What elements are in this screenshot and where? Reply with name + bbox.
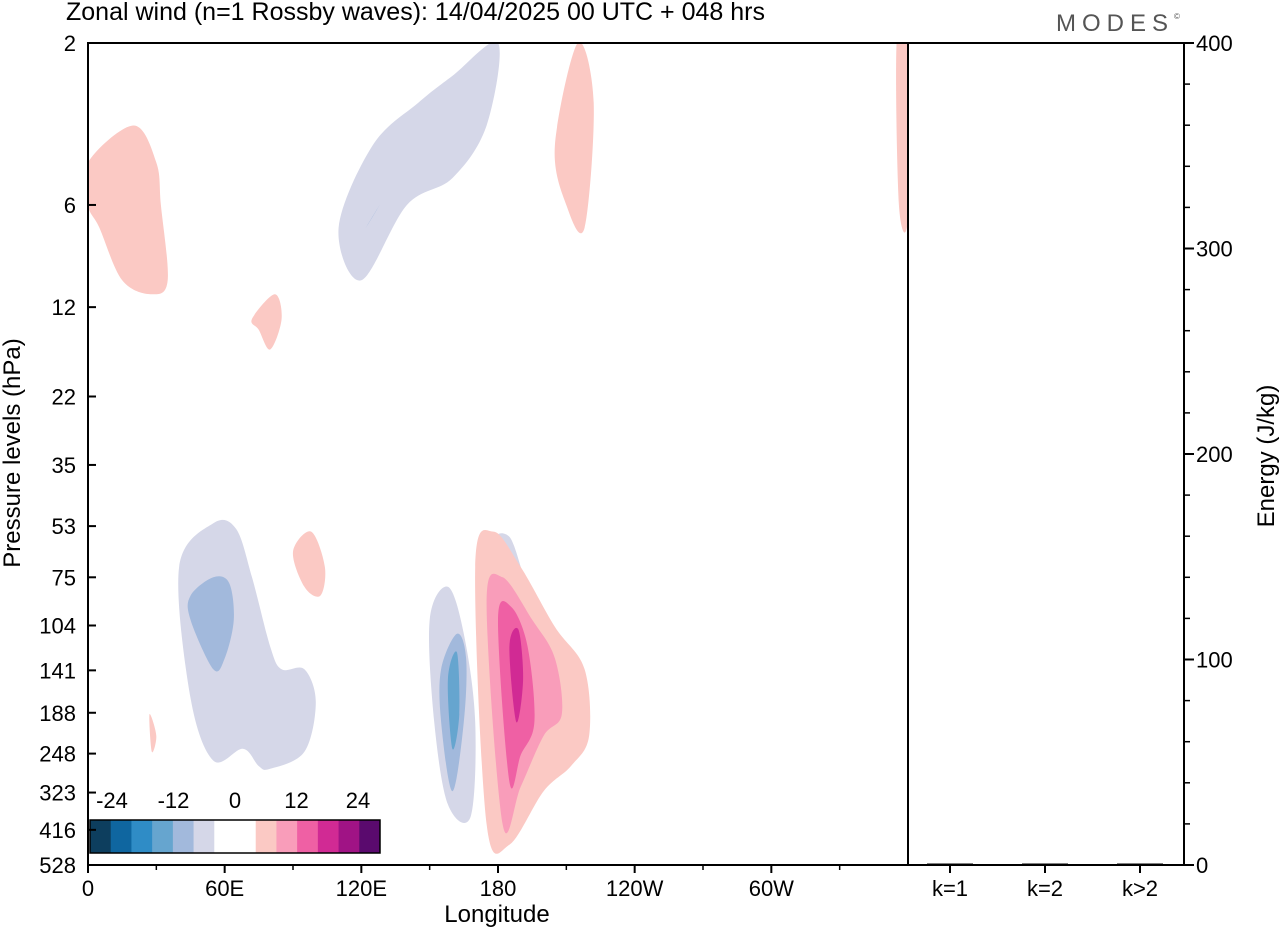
pressure-tick-label: 2 — [64, 31, 76, 56]
contour-region-pos1 — [896, 43, 908, 233]
contour-region-neg3 — [447, 651, 460, 750]
contour-region-pos1 — [88, 125, 168, 295]
contour-region-pos1 — [554, 43, 594, 234]
energy-tick-label: 200 — [1196, 442, 1233, 467]
colorbar-frame — [89, 819, 381, 854]
energy-tick-label: 0 — [1196, 853, 1208, 878]
longitude-tick-label: 60E — [205, 876, 244, 901]
contour-region-pos1 — [149, 714, 157, 753]
longitude-tick-label: 180 — [480, 876, 517, 901]
contour-region-pos4 — [509, 627, 524, 723]
category-label: k>2 — [1122, 876, 1158, 901]
contour-region-pos1 — [292, 531, 326, 597]
modes-logo: MODES© — [1056, 10, 1180, 38]
colorbar: -24 -12 0 12 24 — [88, 784, 384, 862]
pressure-tick-label: 53 — [52, 514, 76, 539]
pressure-tick-label: 323 — [39, 781, 76, 806]
energy-axis-title: Energy (J/kg) — [1253, 385, 1280, 528]
colorbar-swatch — [359, 820, 381, 853]
energy-tick-label: 400 — [1196, 31, 1233, 56]
colorbar-swatch — [110, 820, 132, 853]
colorbar-label: 12 — [284, 788, 308, 813]
pressure-tick-label: 6 — [64, 193, 76, 218]
colorbar-swatch — [297, 820, 319, 853]
pressure-tick-label: 22 — [52, 384, 76, 409]
pressure-tick-label: 528 — [39, 853, 76, 878]
pressure-tick-label: 35 — [52, 453, 76, 478]
colorbar-swatch — [172, 820, 195, 853]
colorbar-label: 0 — [229, 788, 241, 813]
y-axis-title: Pressure levels (hPa) — [0, 338, 26, 567]
longitude-tick-label: 0 — [82, 876, 94, 901]
colorbar-swatch — [193, 820, 215, 853]
pressure-tick-label: 416 — [39, 818, 76, 843]
contour-fill-layer — [88, 43, 908, 854]
colorbar-swatch — [90, 820, 112, 853]
category-label: k=1 — [932, 876, 968, 901]
colorbar-swatch — [214, 820, 236, 853]
chart-title: Zonal wind (n=1 Rossby waves): 14/04/202… — [66, 0, 765, 26]
colorbar-label: -24 — [96, 788, 128, 813]
colorbar-swatch — [131, 820, 153, 853]
longitude-tick-label: 60W — [749, 876, 794, 901]
x-axis-title: Longitude — [444, 901, 549, 928]
colorbar-swatch — [338, 820, 360, 853]
logo-text: MODES — [1056, 10, 1175, 37]
category-label: k=2 — [1027, 876, 1063, 901]
pressure-tick-label: 12 — [52, 295, 76, 320]
pressure-tick-label: 141 — [39, 658, 76, 683]
contour-region-neg2 — [187, 576, 234, 672]
longitude-tick-label: 120W — [606, 876, 664, 901]
colorbar-swatch — [152, 820, 174, 853]
contour-region-pos1 — [251, 294, 282, 350]
colorbar-swatch — [276, 820, 298, 853]
energy-tick-label: 100 — [1196, 648, 1233, 673]
pressure-tick-label: 248 — [39, 742, 76, 767]
colorbar-label: -12 — [158, 788, 190, 813]
colorbar-swatch — [235, 820, 257, 853]
contour-region-neg1 — [338, 43, 500, 281]
pressure-tick-label: 104 — [39, 613, 76, 638]
logo-mark: © — [1174, 12, 1180, 21]
pressure-tick-label: 75 — [52, 565, 76, 590]
contour-region-neg2 — [365, 204, 380, 228]
pressure-tick-label: 188 — [39, 701, 76, 726]
longitude-tick-label: 120E — [336, 876, 387, 901]
energy-tick-label: 300 — [1196, 237, 1233, 262]
colorbar-label: 24 — [346, 788, 370, 813]
colorbar-swatch — [317, 820, 340, 853]
colorbar-swatch — [255, 820, 277, 853]
